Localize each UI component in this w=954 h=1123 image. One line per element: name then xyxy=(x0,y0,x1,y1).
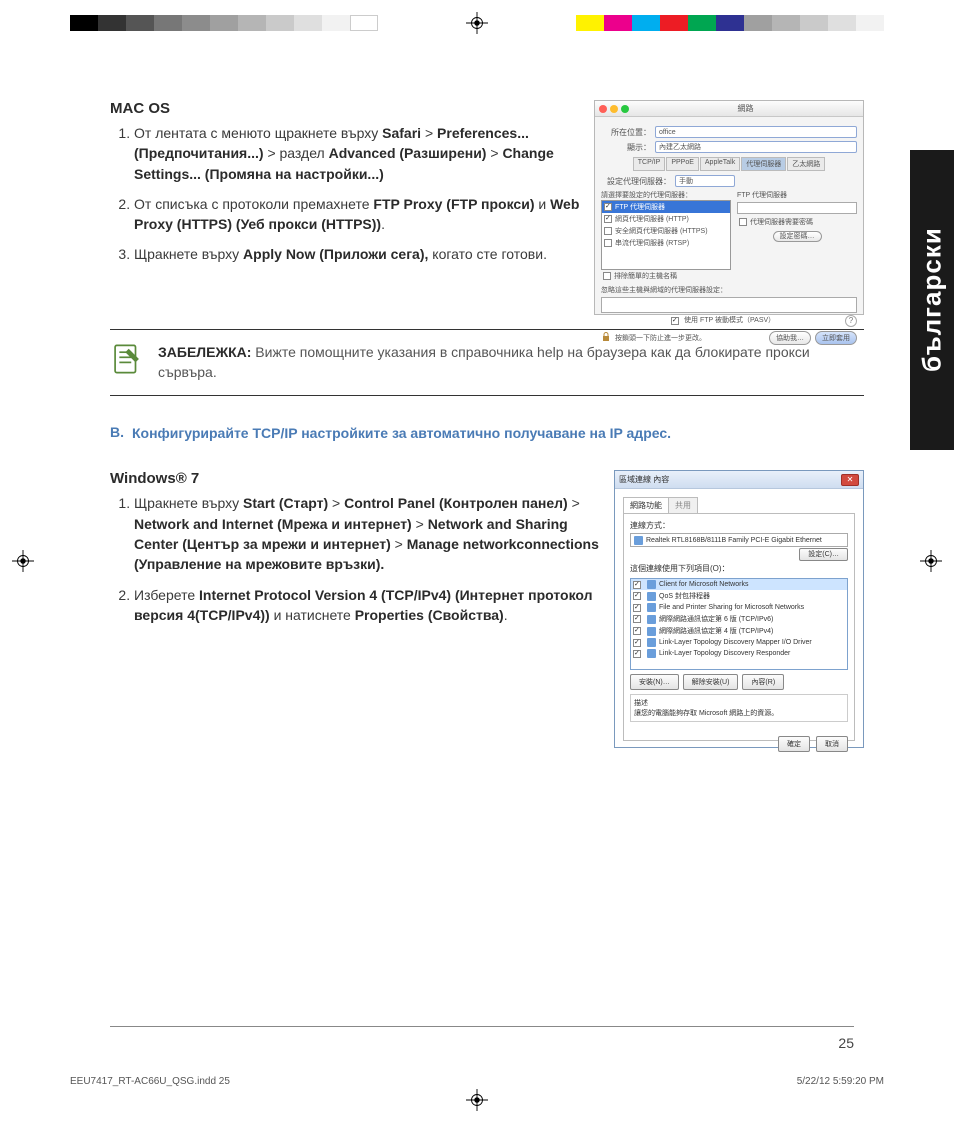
section-b-title: Конфигурирайте TCP/IP настройките за авт… xyxy=(132,424,860,443)
configure-button: 設定(C)… xyxy=(799,548,848,561)
list-item: От лентата с менюто щракнете върху Safar… xyxy=(134,123,580,184)
apply-now-button: 立即套用 xyxy=(815,331,857,345)
registration-mark-icon xyxy=(12,550,34,572)
ok-button: 確定 xyxy=(778,736,810,752)
close-icon xyxy=(599,105,607,113)
window-title: 網路 xyxy=(632,103,859,114)
proxy-list: FTP 代理伺服器網頁代理伺服器 (HTTP)安全網頁代理伺服器 (HTTPS)… xyxy=(601,200,731,270)
list-item: Щракнете върху Apply Now (Приложи сега),… xyxy=(134,244,580,264)
uninstall-button: 解除安裝(U) xyxy=(683,674,739,690)
language-tab: български xyxy=(910,150,954,450)
print-colorbar-left xyxy=(70,15,378,31)
show-select: 內建乙太網路 xyxy=(655,141,857,153)
page-number: 25 xyxy=(838,1035,854,1051)
windows7-steps: Щракнете върху Start (Старт) > Control P… xyxy=(110,493,600,625)
macos-steps: От лентата с менюто щракнете върху Safar… xyxy=(110,123,580,265)
windows7-heading: Windows® 7 xyxy=(110,470,600,487)
list-item: Изберете Internet Protocol Version 4 (TC… xyxy=(134,585,600,626)
location-select: office xyxy=(655,126,857,138)
macos-heading: MAC OS xyxy=(110,100,580,117)
macos-screenshot: 網路 所在位置：office 顯示：內建乙太網路 TCP/IPPPPoEAppl… xyxy=(594,100,864,315)
list-item: Щракнете върху Start (Старт) > Control P… xyxy=(134,493,600,574)
protocol-list: Client for Microsoft NetworksQoS 封包排程器Fi… xyxy=(630,578,848,670)
minimize-icon xyxy=(610,105,618,113)
properties-button: 內容(R) xyxy=(742,674,784,690)
registration-mark-icon xyxy=(466,12,488,34)
cancel-button: 取消 xyxy=(816,736,848,752)
window-title: 區域連線 內容 xyxy=(619,474,669,485)
registration-mark-icon xyxy=(920,550,942,572)
help-icon: ? xyxy=(845,315,857,327)
set-password-button: 設定密碼… xyxy=(773,231,822,242)
registration-mark-icon xyxy=(466,1089,488,1111)
lock-icon xyxy=(601,332,611,344)
mac-tabs: TCP/IPPPPoEAppleTalk代理伺服器乙太網路 xyxy=(601,157,857,171)
print-colorbar-right xyxy=(576,15,884,31)
assist-button: 協助我… xyxy=(769,331,811,345)
note-icon xyxy=(110,342,144,376)
footer-left: EEU7417_RT-AC66U_QSG.indd 25 xyxy=(70,1076,230,1087)
note-label: ЗАБЕЛЕЖКА: xyxy=(158,344,251,360)
adapter-icon xyxy=(634,536,643,545)
footer-right: 5/22/12 5:59:20 PM xyxy=(797,1076,884,1087)
install-button: 安裝(N)… xyxy=(630,674,679,690)
tab-networking: 網路功能 xyxy=(623,497,669,513)
footer-rule xyxy=(110,1026,854,1027)
section-b-marker: B. xyxy=(110,424,132,440)
print-footer: EEU7417_RT-AC66U_QSG.indd 25 5/22/12 5:5… xyxy=(70,1076,884,1087)
zoom-icon xyxy=(621,105,629,113)
close-icon: ✕ xyxy=(841,474,859,486)
windows-screenshot: 區域連線 內容 ✕ 網路功能 共用 連線方式： Realtek RTL8168B… xyxy=(614,470,864,748)
tab-sharing: 共用 xyxy=(668,497,698,513)
list-item: От списъка с протоколи премахнете FTP Pr… xyxy=(134,194,580,235)
